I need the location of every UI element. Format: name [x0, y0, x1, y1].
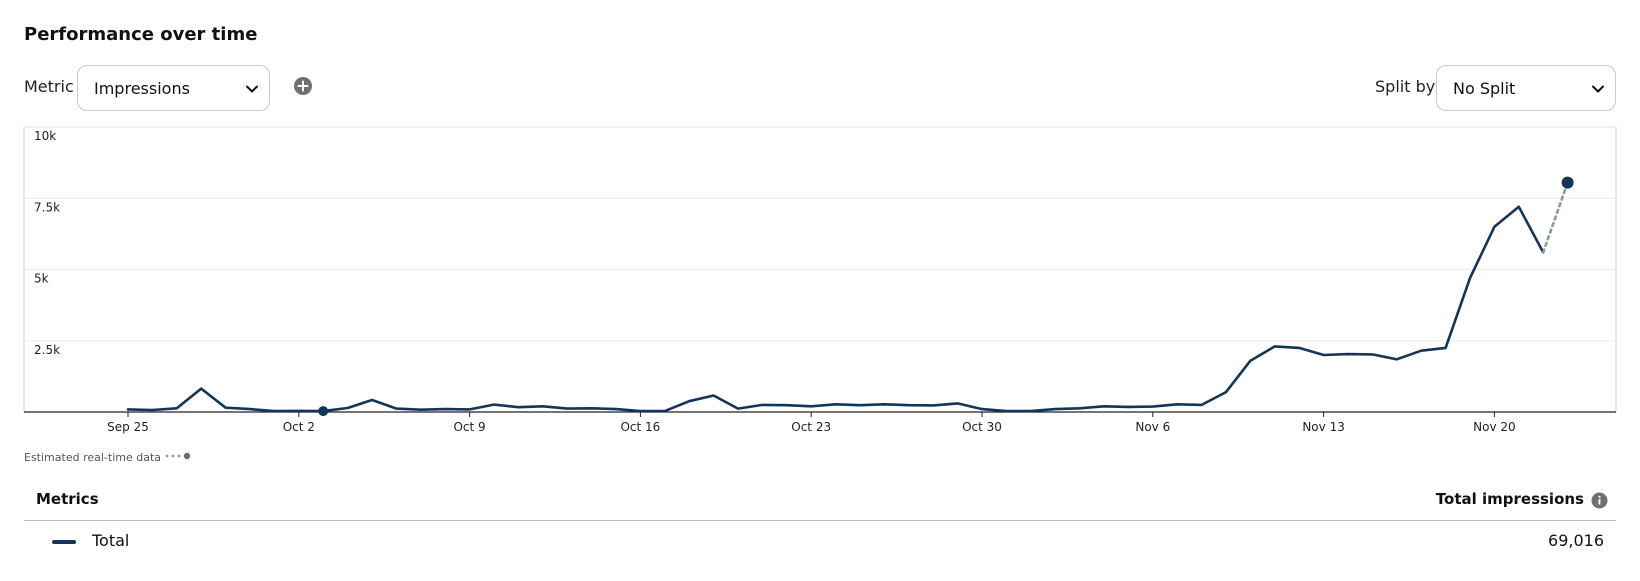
- metric-label: Metric: [24, 77, 74, 96]
- estimated-data-point: [1561, 176, 1574, 189]
- estimated-line-segment: [1541, 181, 1569, 254]
- page-title: Performance over time: [24, 24, 258, 45]
- metric-select-value: Impressions: [94, 79, 190, 98]
- x-tick-label: Oct 16: [620, 420, 660, 434]
- y-tick-label: 10k: [34, 129, 56, 143]
- add-metric-icon[interactable]: [293, 76, 313, 96]
- x-tick-label: Nov 6: [1135, 420, 1170, 434]
- x-tick-label: Oct 23: [791, 420, 831, 434]
- y-tick-label: 2.5k: [34, 343, 60, 357]
- metric-select[interactable]: Impressions: [77, 65, 270, 111]
- chevron-down-icon: [1592, 85, 1604, 93]
- metrics-column-header: Metrics: [36, 490, 99, 508]
- split-by-label: Split by: [1375, 77, 1436, 96]
- row-value: 69,016: [1548, 531, 1604, 550]
- x-tick-label: Oct 2: [283, 420, 315, 434]
- info-icon[interactable]: [1591, 492, 1608, 509]
- x-tick-label: Oct 30: [962, 420, 1002, 434]
- impressions-line-chart: 2.5k 5k 7.5k 10k Sep 25 Oct 2 Oct 9 Oct 16 Oct 2…: [23, 126, 1617, 434]
- split-by-select-value: No Split: [1453, 79, 1516, 98]
- highlighted-data-point: [318, 406, 329, 417]
- split-by-select[interactable]: No Split: [1436, 65, 1616, 111]
- estimated-data-note: Estimated real-time data: [24, 451, 162, 464]
- row-label: Total: [92, 531, 130, 550]
- x-tick-label: Oct 9: [453, 420, 485, 434]
- total-impressions-column-header: Total impressions: [1435, 490, 1584, 508]
- metrics-table-header: Metrics Total impressions: [24, 480, 1616, 521]
- series-color-swatch: [52, 540, 76, 544]
- estimated-data-legend-icon: [165, 452, 191, 460]
- x-tick-label: Nov 20: [1473, 420, 1516, 434]
- x-tick-label: Nov 13: [1302, 420, 1345, 434]
- x-tick-label: Sep 25: [107, 420, 149, 434]
- y-tick-label: 5k: [34, 272, 49, 286]
- chevron-down-icon: [246, 85, 258, 93]
- y-tick-label: 7.5k: [34, 200, 60, 214]
- series-line-total: [126, 205, 1545, 413]
